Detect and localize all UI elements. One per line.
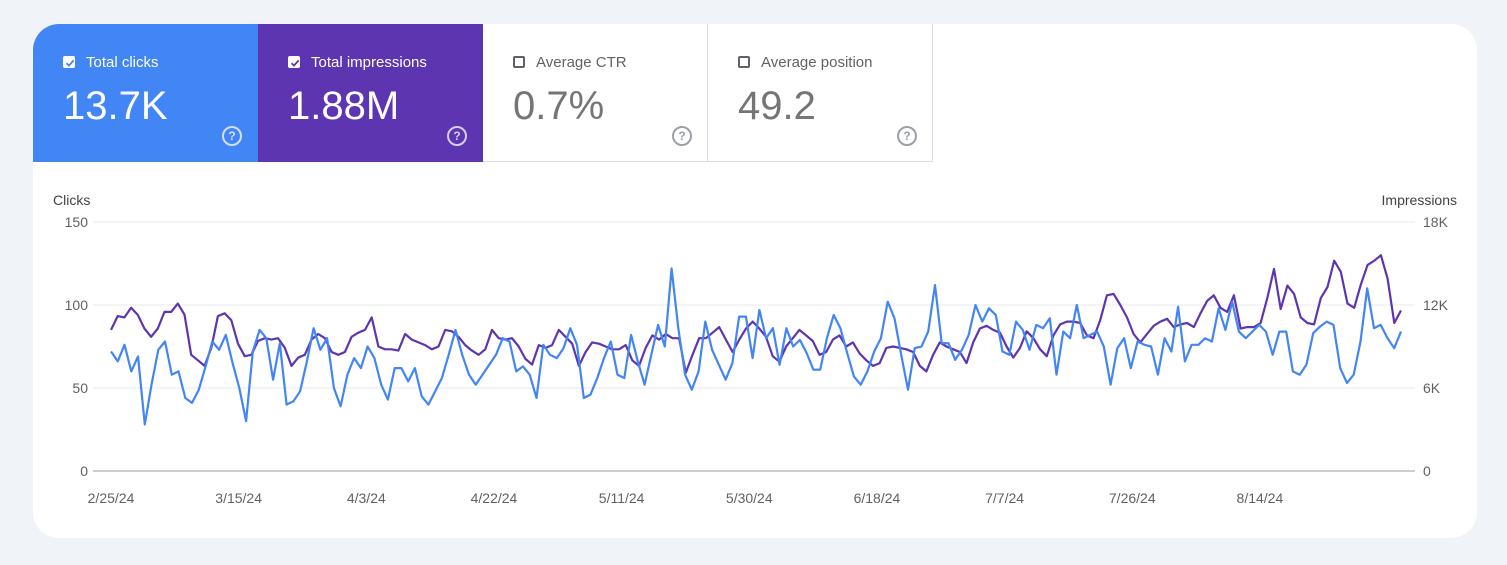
metric-value: 49.2 bbox=[738, 84, 816, 128]
metric-average-ctr[interactable]: Average CTR 0.7% ? bbox=[483, 24, 708, 162]
x-tick-label: 4/22/24 bbox=[471, 490, 518, 506]
x-tick-label: 5/11/24 bbox=[599, 490, 645, 506]
right-axis-title: Impressions bbox=[1382, 192, 1457, 208]
x-tick-label: 4/3/24 bbox=[347, 490, 386, 506]
help-icon[interactable]: ? bbox=[672, 126, 692, 146]
metric-total-clicks[interactable]: Total clicks 13.7K ? bbox=[33, 24, 258, 162]
left-axis-title: Clicks bbox=[53, 192, 90, 208]
performance-card: Total clicks 13.7K ? Total impressions 1… bbox=[33, 24, 1477, 538]
impressions-series-line bbox=[110, 254, 1402, 374]
left-tick-label: 100 bbox=[65, 297, 89, 313]
metric-average-position[interactable]: Average position 49.2 ? bbox=[708, 24, 933, 162]
checkbox-total-impressions[interactable] bbox=[288, 56, 300, 68]
metric-value: 13.7K bbox=[63, 84, 168, 128]
x-tick-label: 2/25/24 bbox=[88, 490, 135, 506]
checkbox-total-clicks[interactable] bbox=[63, 56, 75, 68]
right-tick-label: 0 bbox=[1423, 463, 1431, 479]
metric-label: Average CTR bbox=[536, 54, 627, 71]
clicks-series-line bbox=[110, 267, 1403, 426]
right-tick-label: 12K bbox=[1423, 297, 1449, 313]
metric-label: Total clicks bbox=[86, 54, 159, 71]
x-tick-label: 6/18/24 bbox=[854, 490, 901, 506]
help-icon[interactable]: ? bbox=[897, 126, 917, 146]
right-tick-label: 18K bbox=[1423, 214, 1449, 230]
x-tick-label: 5/30/24 bbox=[726, 490, 773, 506]
left-tick-label: 0 bbox=[80, 463, 88, 479]
checkbox-average-ctr[interactable] bbox=[513, 56, 525, 68]
performance-chart: 0 0 50 6K 100 12K 150 18K Clicks Impressions 2/25/… bbox=[53, 192, 1457, 506]
x-tick-label: 7/7/24 bbox=[985, 490, 1024, 506]
metric-label: Average position bbox=[761, 54, 873, 71]
left-tick-label: 150 bbox=[65, 214, 89, 230]
help-icon[interactable]: ? bbox=[222, 126, 242, 146]
metric-value: 1.88M bbox=[288, 84, 400, 128]
metric-value: 0.7% bbox=[513, 84, 605, 128]
x-tick-label: 8/14/24 bbox=[1237, 490, 1284, 506]
left-tick-label: 50 bbox=[72, 380, 88, 396]
checkbox-average-position[interactable] bbox=[738, 56, 750, 68]
x-tick-label: 3/15/24 bbox=[215, 490, 262, 506]
x-tick-label: 7/26/24 bbox=[1109, 490, 1156, 506]
metric-label: Total impressions bbox=[311, 54, 427, 71]
right-tick-label: 6K bbox=[1423, 380, 1441, 396]
help-icon[interactable]: ? bbox=[447, 126, 467, 146]
metric-total-impressions[interactable]: Total impressions 1.88M ? bbox=[258, 24, 483, 162]
